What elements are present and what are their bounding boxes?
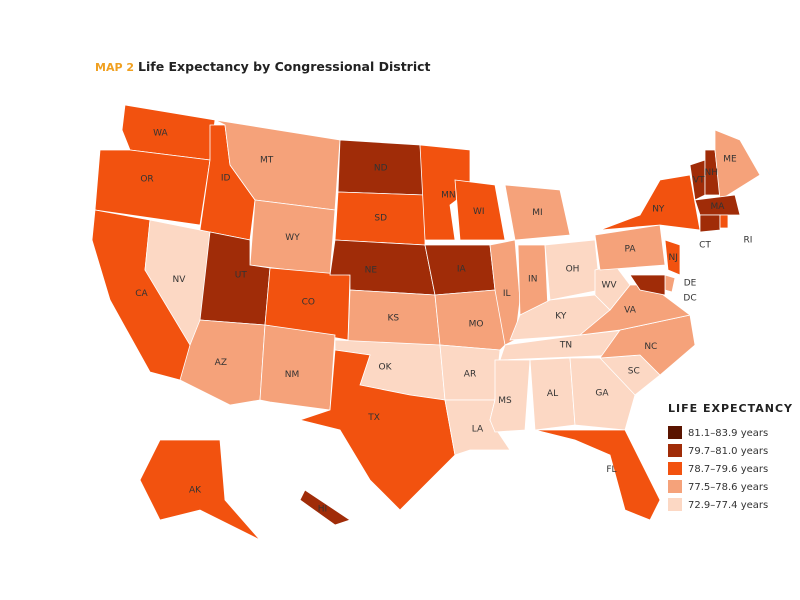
state-label: TN: [559, 341, 572, 351]
state: [454, 179, 506, 241]
state: [419, 144, 471, 241]
map-number: MAP 2: [95, 61, 134, 74]
state-label: TX: [367, 413, 380, 423]
state: [534, 429, 661, 521]
state: [504, 184, 571, 241]
state: [298, 349, 456, 511]
state: [714, 129, 761, 201]
legend-label: 72.9–77.4 years: [688, 500, 768, 511]
states: [91, 104, 761, 541]
state-label: CT: [699, 241, 711, 251]
state-label: UT: [235, 271, 248, 281]
state-label: IA: [457, 264, 467, 274]
state-label: HI: [318, 504, 327, 514]
state-label: GA: [595, 389, 609, 399]
state: [664, 274, 676, 293]
state-label: WA: [153, 129, 168, 139]
state-label: OH: [566, 264, 580, 274]
state: [259, 324, 336, 411]
map-title: Life Expectancy by Congressional Distric…: [138, 59, 431, 74]
state: [719, 214, 729, 229]
legend-swatch: [668, 498, 682, 511]
legend-label: 79.7–81.0 years: [688, 446, 768, 457]
state-label: NE: [365, 266, 378, 276]
state-label: NY: [652, 205, 665, 215]
legend-title: LIFE EXPECTANCY: [668, 402, 793, 415]
state-label: PA: [624, 244, 636, 254]
state-label: CO: [302, 298, 315, 308]
state: [694, 194, 741, 216]
legend-swatch: [668, 462, 682, 475]
state-label: NM: [285, 370, 300, 380]
state-label: KS: [387, 314, 399, 324]
state-label: MA: [711, 202, 726, 212]
state-label: FL: [606, 465, 616, 475]
legend-label: 81.1–83.9 years: [688, 428, 768, 439]
state-label: ME: [723, 155, 737, 165]
state-label: WV: [601, 281, 617, 291]
state-label: OK: [379, 363, 393, 373]
legend: 81.1–83.9 years 79.7–81.0 years 78.7–79.6 …: [668, 426, 768, 511]
state-label: ND: [374, 164, 388, 174]
state-label: MS: [498, 396, 512, 406]
state-label: LA: [472, 425, 484, 435]
state-label: SD: [374, 214, 387, 224]
state-label: AR: [464, 369, 476, 379]
state-labels: WA OR CA NV ID MT WY UT CO AZ NM ND SD NE KS OK TX MN IA MO…: [135, 129, 752, 515]
state-label: NV: [173, 275, 187, 285]
state-label: ID: [221, 173, 231, 183]
legend-swatch: [668, 426, 682, 439]
state: [599, 174, 701, 231]
state-label: MT: [260, 156, 274, 166]
state-label: IL: [503, 289, 511, 299]
state: [699, 214, 721, 233]
state-label: MI: [532, 208, 542, 218]
state-label: VT: [693, 176, 705, 186]
state-label: NC: [644, 342, 657, 352]
state-label: DC: [683, 294, 696, 304]
state-label: MN: [441, 191, 456, 201]
state-label: AK: [189, 486, 202, 496]
state: [594, 224, 666, 271]
legend-label: 77.5–78.6 years: [688, 482, 768, 493]
state-label: AZ: [215, 358, 227, 368]
state: [664, 239, 681, 276]
state-label: KY: [555, 311, 567, 321]
state-label: CA: [135, 289, 148, 299]
state-label: WY: [285, 233, 300, 243]
state-label: WI: [473, 207, 485, 217]
state: [139, 439, 261, 541]
state-label: IN: [528, 274, 537, 284]
state-label: MO: [469, 320, 484, 330]
state-label: NJ: [669, 253, 678, 263]
state-label: VA: [624, 306, 637, 316]
state-label: NH: [705, 168, 719, 178]
legend-swatch: [668, 444, 682, 457]
state-label: RI: [744, 236, 753, 246]
state: [629, 274, 666, 296]
legend-swatch: [668, 480, 682, 493]
state-label: SC: [628, 366, 640, 376]
state-label: DE: [684, 279, 697, 289]
state-label: AL: [547, 389, 558, 399]
legend-label: 78.7–79.6 years: [688, 464, 768, 475]
state-label: OR: [140, 175, 153, 185]
state: [299, 489, 351, 526]
